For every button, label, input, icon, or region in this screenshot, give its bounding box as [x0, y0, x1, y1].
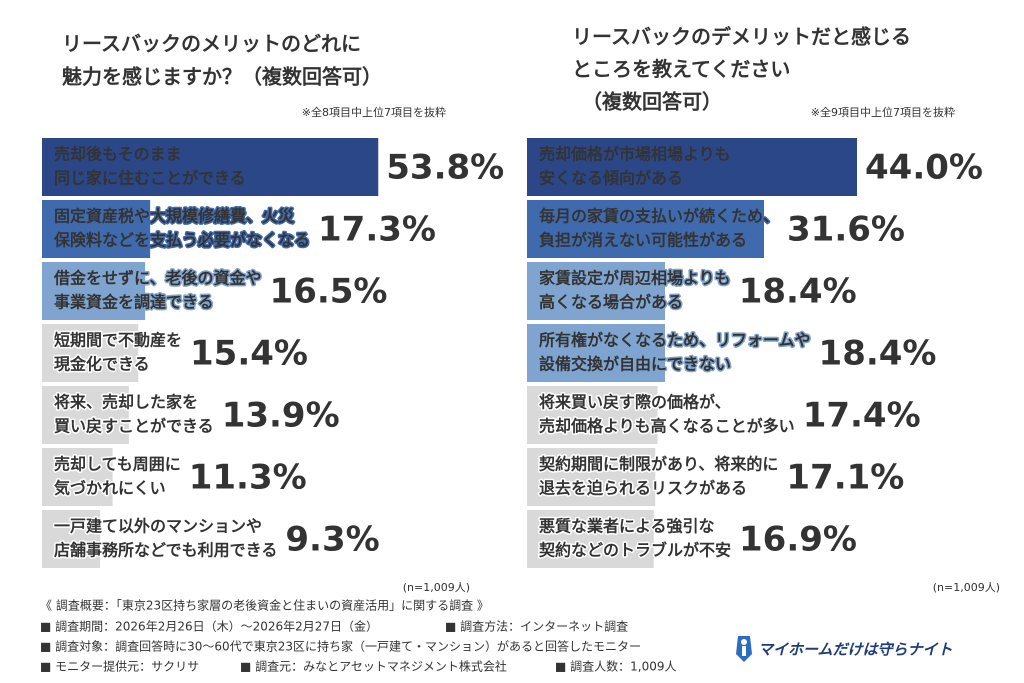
- chart-note: ※全8項目中上位7項目を抜粋: [302, 105, 446, 119]
- bar: [42, 510, 101, 568]
- value-label: 17.3%: [318, 210, 436, 250]
- value-label: 9.3%: [285, 520, 379, 560]
- category-label: 家賃設定が周辺相場よりも: [539, 269, 731, 288]
- bar: [527, 138, 857, 196]
- logo-text: マイホームだけは守らナイト: [758, 641, 953, 659]
- bar: [527, 510, 654, 568]
- value-label: 44.0%: [865, 148, 983, 188]
- category-label: 事業資金を調達できる: [54, 293, 214, 312]
- category-label: 売却価格よりも高くなることが多い: [539, 417, 795, 436]
- category-label: 一戸建て以外のマンションや: [54, 517, 262, 536]
- category-label: 将来買い戻す際の価格が、: [539, 393, 731, 412]
- bar: [527, 448, 656, 506]
- bar: [527, 386, 658, 444]
- bar: [42, 200, 151, 258]
- category-label: 保険料などを支払う必要がなくなる: [53, 231, 310, 250]
- bar: [42, 324, 139, 382]
- chart-title: ところを教えてください: [572, 57, 790, 81]
- category-label: 売却しても周囲に: [54, 455, 181, 474]
- value-label: 17.1%: [786, 458, 904, 498]
- category-label: 固定資産税や大規模修繕費、火災: [54, 207, 295, 226]
- value-label: 18.4%: [819, 334, 937, 374]
- bar: [527, 324, 665, 382]
- category-label: 負担が消えない可能性がある: [539, 231, 747, 250]
- category-label: 契約などのトラブルが不安: [538, 541, 731, 560]
- category-label: 退去を迫られるリスクがある: [539, 479, 747, 498]
- category-label: 設備交換が自由にできない: [539, 355, 731, 374]
- footer-source: ■ 調査元：みなとアセットマネジメント株式会社: [240, 659, 507, 674]
- category-label: 売却価格が市場相場よりも: [539, 145, 731, 164]
- sample-size: (n=1,009人): [933, 581, 1000, 594]
- logo-icon: [736, 636, 752, 662]
- category-label: 将来、売却した家を: [54, 393, 198, 412]
- category-label: 高くなる場合がある: [539, 293, 683, 312]
- value-label: 16.9%: [739, 520, 857, 560]
- value-label: 16.5%: [270, 272, 388, 312]
- category-label: 同じ家に住むことができる: [54, 169, 246, 188]
- chart-note: ※全9項目中上位7項目を抜粋: [811, 105, 955, 119]
- category-label: 売却後もそのまま: [54, 145, 182, 164]
- category-label: 悪質な業者による強引な: [539, 517, 715, 536]
- category-label: 買い戻すことができる: [54, 417, 214, 436]
- category-label: 安くなる傾向がある: [539, 169, 683, 188]
- chart-title: リースバックのメリットのどれに: [62, 32, 361, 56]
- category-label: 毎月の家賃の支払いが続くため、: [539, 207, 779, 226]
- bar: [527, 200, 764, 258]
- category-label: 店舗事務所などでも利用できる: [54, 541, 277, 560]
- bar: [527, 262, 665, 320]
- category-label: 契約期間に制限があり、将来的に: [538, 455, 778, 474]
- footer-heading: 《 調査概要：「東京23区持ち家層の老後資金と住まいの資産活用」に関する調査 》: [40, 598, 489, 613]
- value-label: 11.3%: [189, 458, 307, 498]
- chart-title: リースバックのデメリットだと感じる: [572, 25, 911, 49]
- value-label: 53.8%: [386, 148, 504, 188]
- value-label: 13.9%: [222, 396, 340, 436]
- bar: [42, 386, 129, 444]
- category-label: 借金をせずに、老後の資金や: [53, 269, 262, 288]
- value-label: 15.4%: [190, 334, 308, 374]
- footer-provider: ■ モニター提供元：サクリサ: [40, 659, 199, 674]
- value-label: 18.4%: [739, 272, 857, 312]
- footer-target: ■ 調査対象：調査回答時に30～60代で東京23区に持ち家（一戸建て・マンション…: [40, 639, 641, 654]
- category-label: 気づかれにくい: [54, 479, 166, 498]
- category-label: 短期間で不動産を: [54, 331, 182, 350]
- category-label: 所有権がなくなるため、リフォームや: [539, 331, 811, 350]
- category-label: 現金化できる: [54, 355, 150, 374]
- footer-method: ■ 調査方法：インターネット調査: [445, 619, 628, 634]
- sample-size: (n=1,009人): [403, 581, 470, 594]
- bar: [42, 262, 146, 320]
- bar: [42, 448, 113, 506]
- chart-title: 魅力を感じますか？（複数回答可）: [62, 65, 382, 89]
- value-label: 31.6%: [787, 210, 905, 250]
- footer-period: ■ 調査期間：2026年2月26日（木）～2026年2月27日（金）: [40, 619, 378, 634]
- chart-title: （複数回答可）: [582, 90, 722, 114]
- bar: [42, 138, 379, 196]
- value-label: 17.4%: [803, 396, 921, 436]
- footer-count: ■ 調査人数：1,009人: [555, 659, 677, 674]
